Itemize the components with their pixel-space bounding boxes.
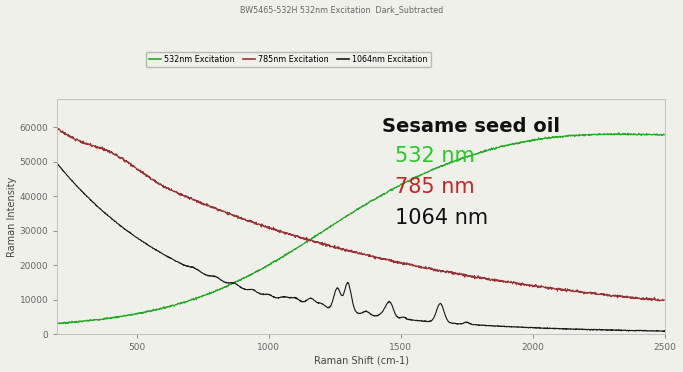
Legend: 532nm Excitation, 785nm Excitation, 1064nm Excitation: 532nm Excitation, 785nm Excitation, 1064… bbox=[145, 52, 431, 67]
X-axis label: Raman Shift (cm-1): Raman Shift (cm-1) bbox=[313, 355, 408, 365]
Y-axis label: Raman Intensity: Raman Intensity bbox=[7, 177, 17, 257]
Text: 1064 nm: 1064 nm bbox=[395, 208, 488, 228]
Text: 785 nm: 785 nm bbox=[395, 177, 475, 197]
Text: 532 nm: 532 nm bbox=[395, 145, 475, 166]
Text: Sesame seed oil: Sesame seed oil bbox=[382, 117, 560, 136]
Text: BW5465-532H 532nm Excitation  Dark_Subtracted: BW5465-532H 532nm Excitation Dark_Subtra… bbox=[240, 6, 443, 15]
